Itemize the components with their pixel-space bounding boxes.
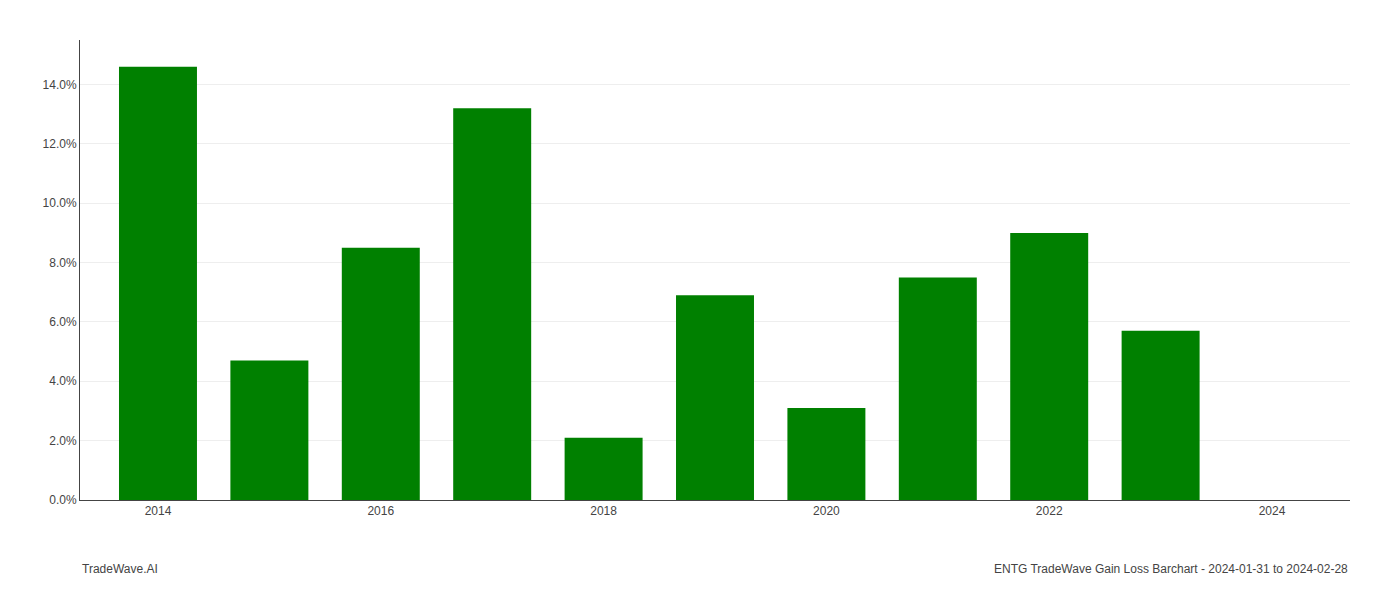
svg-text:4.0%: 4.0% xyxy=(49,374,77,388)
svg-text:2016: 2016 xyxy=(367,504,394,518)
svg-text:12.0%: 12.0% xyxy=(43,137,77,151)
svg-text:2.0%: 2.0% xyxy=(49,434,77,448)
svg-text:10.0%: 10.0% xyxy=(43,196,77,210)
svg-text:0.0%: 0.0% xyxy=(49,493,77,507)
svg-text:2022: 2022 xyxy=(1036,504,1063,518)
svg-text:2024: 2024 xyxy=(1259,504,1286,518)
svg-text:ENTG TradeWave Gain Loss Barch: ENTG TradeWave Gain Loss Barchart - 2024… xyxy=(994,562,1348,576)
svg-text:2014: 2014 xyxy=(145,504,172,518)
svg-text:2020: 2020 xyxy=(813,504,840,518)
svg-text:2018: 2018 xyxy=(590,504,617,518)
svg-text:8.0%: 8.0% xyxy=(49,256,77,270)
svg-text:TradeWave.AI: TradeWave.AI xyxy=(82,562,158,576)
svg-text:6.0%: 6.0% xyxy=(49,315,77,329)
svg-text:14.0%: 14.0% xyxy=(43,78,77,92)
